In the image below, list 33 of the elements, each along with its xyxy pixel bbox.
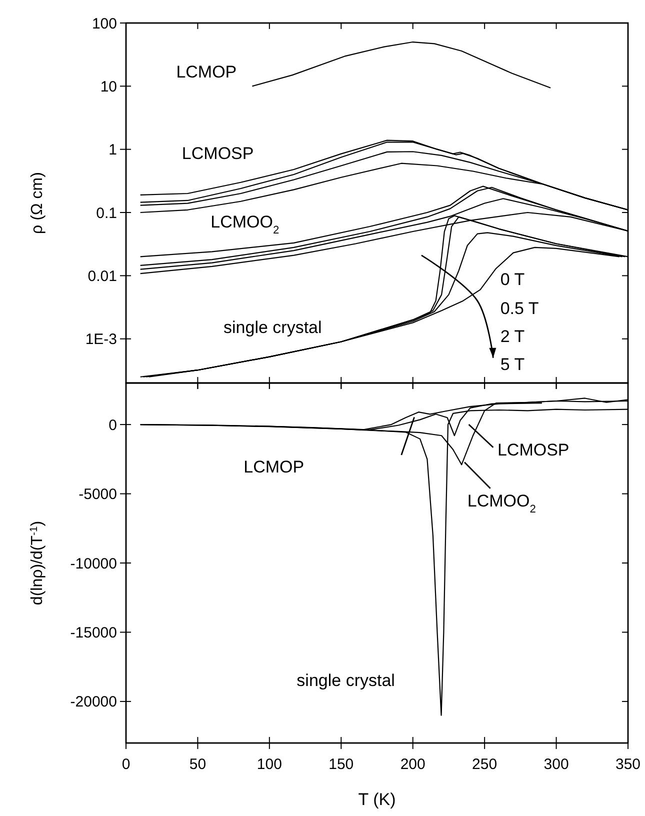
- y-tick-label: -5000: [78, 486, 117, 504]
- x-tick-label: 150: [328, 756, 354, 773]
- y-tick-label: 1E-3: [85, 331, 117, 348]
- annotation: LCMOP: [244, 457, 304, 476]
- y-axis-title: ρ (Ω cm): [29, 172, 46, 234]
- annotation: LCMOSP: [182, 144, 254, 164]
- y-tick-label: -15000: [70, 624, 117, 642]
- x-tick-label: 200: [400, 756, 426, 773]
- y-tick-label: 10: [100, 78, 117, 96]
- annotation: LCMOO$_{2}$: [467, 492, 536, 516]
- annotation: 2 T: [500, 327, 525, 346]
- y-tick-label: 100: [92, 15, 117, 32]
- annotation: LCMOSP: [497, 440, 570, 460]
- x-tick-label: 250: [472, 756, 498, 773]
- x-tick-label: 0: [122, 756, 130, 773]
- x-tick-label: 350: [615, 756, 641, 773]
- annotation: 0.5 T: [500, 298, 539, 318]
- y-tick-label: -10000: [70, 555, 117, 572]
- x-axis-title: T (K): [358, 790, 396, 809]
- annotation: 5 T: [500, 354, 525, 374]
- y-tick-label: 0.1: [96, 204, 117, 222]
- x-tick-label: 300: [544, 756, 569, 773]
- x-tick-label: 50: [189, 756, 206, 773]
- y-tick-label: 1: [108, 142, 117, 159]
- annotation: single crystal: [224, 318, 322, 337]
- annotation: single crystal: [296, 670, 395, 690]
- annotation: 0 T: [500, 270, 525, 289]
- y-tick-label: 0.01: [88, 268, 117, 285]
- x-tick-label: 100: [256, 756, 282, 773]
- y-tick-label: -20000: [70, 694, 117, 711]
- annotation: LCMOO$_{2}$: [210, 212, 280, 236]
- annotation: LCMOP: [176, 62, 237, 82]
- y-tick-label: 0: [108, 416, 117, 434]
